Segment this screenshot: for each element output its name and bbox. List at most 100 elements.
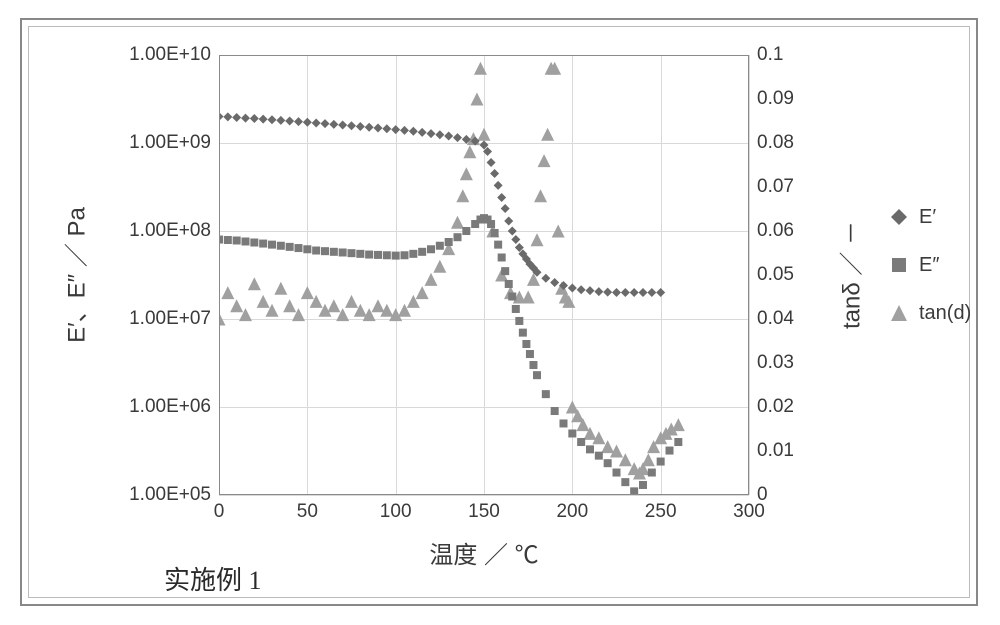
data-point	[248, 277, 261, 290]
data-point	[391, 125, 400, 134]
data-point	[674, 438, 682, 446]
y2-axis-title: tanδ ／ －	[832, 221, 867, 329]
data-point	[487, 220, 495, 228]
legend-label: E′	[919, 206, 936, 229]
y1-tick-label: 1.00E+10	[129, 44, 219, 66]
data-point	[219, 313, 226, 326]
data-point	[568, 429, 576, 437]
data-point	[312, 247, 320, 255]
y2-tick-label: 0.04	[749, 308, 794, 330]
data-point	[277, 242, 285, 250]
data-point	[383, 251, 391, 259]
data-point	[303, 118, 312, 127]
data-point	[268, 241, 276, 249]
data-points-layer	[219, 55, 749, 495]
data-point	[498, 253, 506, 261]
data-point	[435, 130, 444, 139]
data-point	[274, 282, 287, 295]
data-point	[427, 245, 435, 253]
data-point	[621, 478, 629, 486]
data-point	[508, 227, 517, 236]
data-point	[494, 181, 503, 190]
legend-label: tan(d)	[919, 302, 971, 325]
data-point	[224, 236, 232, 244]
data-point	[221, 286, 234, 299]
data-point	[436, 242, 444, 250]
data-point	[470, 93, 483, 106]
data-point	[604, 459, 612, 467]
plot-area: 1.00E+051.00E+061.00E+071.00E+081.00E+09…	[219, 55, 749, 495]
data-point	[418, 128, 427, 137]
data-point	[338, 121, 347, 130]
data-point	[497, 193, 506, 202]
inner-frame: 1.00E+05 1.00E+06 1.00E+07 1.00E+08 1.00E+09…	[28, 26, 970, 598]
data-point	[630, 487, 638, 495]
y2-tick-label: 0.02	[749, 396, 794, 418]
data-point	[534, 189, 547, 202]
data-point	[303, 245, 311, 253]
y1-tick-label: 1.00E+07	[129, 308, 219, 330]
data-point	[356, 122, 365, 131]
y1-tick-label: 1.00E+09	[129, 132, 219, 154]
legend-label: E″	[919, 254, 939, 277]
data-point	[621, 288, 630, 297]
y2-tick-label: 0.03	[749, 352, 794, 374]
x-tick-label: 100	[380, 495, 412, 523]
data-point	[639, 288, 648, 297]
data-point	[508, 293, 516, 301]
data-point	[551, 407, 559, 415]
data-point	[268, 115, 277, 124]
data-point	[460, 167, 473, 180]
data-point	[374, 124, 383, 133]
data-point	[531, 233, 544, 246]
data-point	[603, 288, 612, 297]
data-point	[456, 189, 469, 202]
data-point	[242, 237, 250, 245]
data-point	[283, 299, 296, 312]
data-point	[586, 445, 594, 453]
legend: E′ E″ tan(d)	[889, 205, 971, 349]
data-point	[463, 145, 476, 158]
data-point	[474, 62, 487, 75]
y1-tick-label: 1.00E+08	[129, 220, 219, 242]
data-point	[462, 227, 470, 235]
data-point	[294, 117, 303, 126]
data-point	[400, 126, 409, 135]
outer-frame: 1.00E+05 1.00E+06 1.00E+07 1.00E+08 1.00E+09…	[20, 18, 978, 606]
data-point	[453, 133, 462, 142]
data-point	[490, 169, 499, 178]
data-point	[445, 238, 453, 246]
data-point	[401, 251, 409, 259]
data-point	[365, 251, 373, 259]
data-point	[648, 469, 656, 477]
figure-caption: 实施例 1	[164, 560, 262, 597]
data-point	[657, 458, 665, 466]
y1-axis-title: E′、E″ ／ Pa	[57, 207, 92, 343]
y2-tick-label: 0.01	[749, 440, 794, 462]
data-point	[491, 229, 499, 237]
y2-tick-label: 0.07	[749, 176, 794, 198]
x-tick-label: 50	[297, 495, 318, 523]
x-tick-label: 150	[468, 495, 500, 523]
y1-tick-label: 1.00E+06	[129, 396, 219, 418]
x-tick-label: 250	[645, 495, 677, 523]
data-point	[568, 284, 577, 293]
data-point	[550, 278, 559, 287]
data-point	[347, 121, 356, 130]
data-point	[301, 286, 314, 299]
data-point	[418, 248, 426, 256]
legend-item: E″	[889, 253, 971, 277]
data-point	[451, 216, 464, 229]
data-point	[501, 267, 509, 275]
data-point	[409, 250, 417, 258]
data-point	[257, 295, 270, 308]
y2-tick-label: 0.08	[749, 132, 794, 154]
y1-tick-label: 1.00E+05	[129, 484, 219, 506]
data-point	[522, 340, 530, 348]
data-point	[416, 286, 429, 299]
data-point	[630, 288, 639, 297]
data-point	[219, 236, 223, 244]
data-point	[552, 225, 565, 238]
data-point	[612, 288, 621, 297]
data-point	[577, 285, 586, 294]
